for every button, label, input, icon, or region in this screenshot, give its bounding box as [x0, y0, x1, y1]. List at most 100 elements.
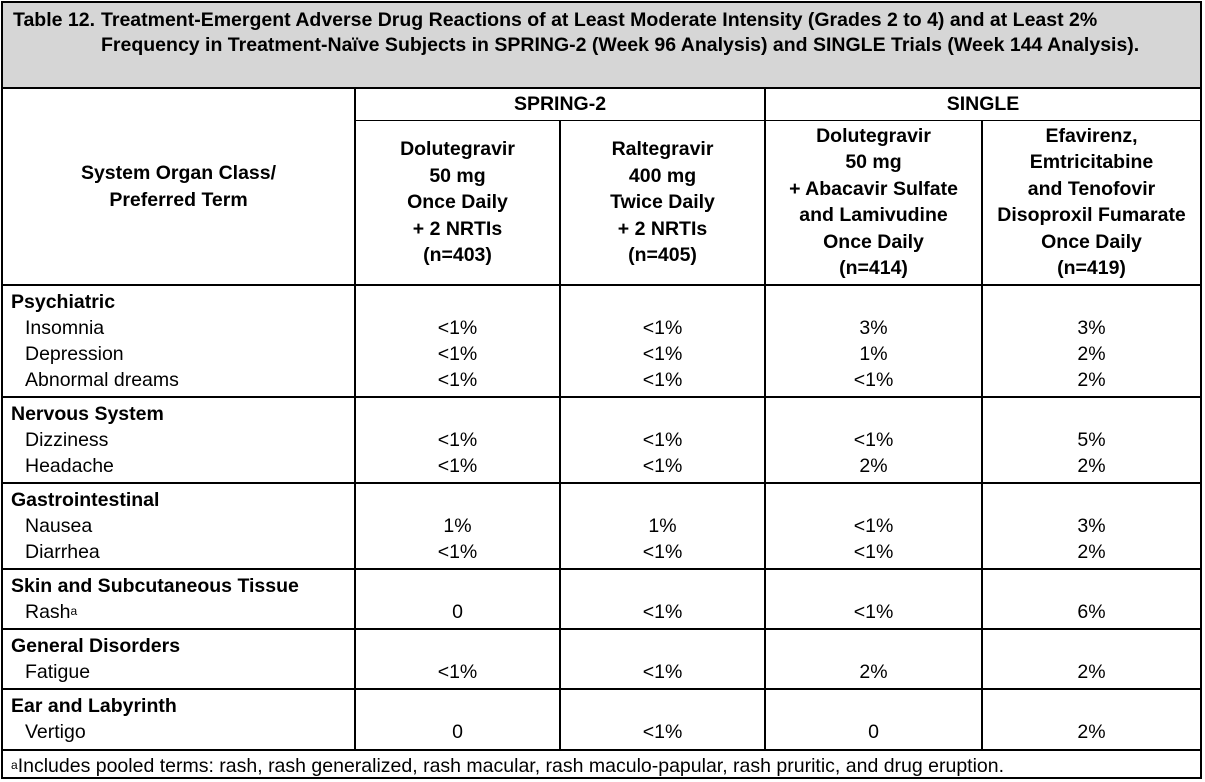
- column-header-line: Emtricitabine: [1029, 151, 1154, 174]
- value-cell: 2%: [981, 341, 1200, 367]
- value-cell: 1%: [764, 341, 983, 367]
- soc-title: General Disorders: [3, 628, 355, 659]
- column-header-line: Disoproxil Fumarate: [997, 204, 1186, 227]
- table-label: Table 12.: [13, 9, 96, 31]
- footnote-marker: a: [70, 604, 78, 618]
- column-header-line: (n=419): [1057, 257, 1126, 280]
- column-header-line: Dolutegravir: [400, 138, 515, 160]
- value-cell: 3%: [764, 315, 983, 341]
- table-title: Treatment-Emergent Adverse Drug Reaction…: [101, 9, 1140, 56]
- soc-title: Nervous System: [3, 396, 355, 427]
- preferred-term: Diarrhea: [25, 541, 100, 563]
- value-cell: 2%: [764, 659, 983, 689]
- value-cell: <1%: [558, 315, 766, 341]
- soc-title: Ear and Labyrinth: [3, 688, 355, 719]
- column-header-line: 50 mg: [429, 164, 486, 187]
- value-cell: 3%: [981, 513, 1200, 539]
- column-header-line: Once Daily: [1041, 230, 1142, 253]
- preferred-term: Vertigo: [25, 721, 86, 743]
- value-cell: <1%: [558, 453, 766, 483]
- preferred-term: Dizziness: [25, 429, 109, 451]
- section-skin-subcutaneous: Skin and Subcutaneous Tissue Rasha 0 <1%…: [3, 568, 1200, 629]
- table-row: Vertigo 0 <1% 0 2%: [3, 719, 1200, 749]
- row-header-cell: System Organ Class/ Preferred Term: [3, 89, 355, 286]
- soc-title: Gastrointestinal: [3, 482, 355, 513]
- column-header-line: 50 mg: [845, 151, 902, 174]
- table-row: Dizziness <1% <1% <1% 5%: [3, 427, 1200, 453]
- value-cell: <1%: [764, 427, 983, 453]
- preferred-term: Nausea: [25, 515, 93, 537]
- column-header-line: Once Daily: [823, 230, 924, 253]
- table-row: Insomnia <1% <1% 3% 3%: [3, 315, 1200, 341]
- value-cell: 2%: [981, 539, 1200, 569]
- value-cell: <1%: [558, 427, 766, 453]
- column-header-line: + 2 NRTIs: [412, 217, 503, 240]
- table-row: Fatigue <1% <1% 2% 2%: [3, 659, 1200, 689]
- table-footnote: aIncludes pooled terms: rash, rash gener…: [3, 749, 1200, 780]
- value-cell: <1%: [354, 315, 560, 341]
- value-cell: 3%: [981, 315, 1200, 341]
- table-row: Diarrhea <1% <1% <1% 2%: [3, 539, 1200, 569]
- value-cell: 2%: [764, 453, 983, 483]
- value-cell: <1%: [558, 341, 766, 367]
- value-cell: <1%: [764, 599, 983, 629]
- preferred-term: Depression: [25, 343, 124, 365]
- value-cell: 1%: [558, 513, 766, 539]
- column-header-line: and Tenofovir: [1027, 177, 1156, 200]
- value-cell: 0: [354, 599, 560, 629]
- value-cell: 2%: [981, 367, 1200, 397]
- column-header-dolutegravir-single: Dolutegravir 50 mg + Abacavir Sulfate an…: [764, 120, 983, 286]
- footnote-text: Includes pooled terms: rash, rash genera…: [17, 755, 1005, 777]
- section-nervous-system: Nervous System Dizziness <1% <1% <1% 5% …: [3, 396, 1200, 483]
- value-cell: <1%: [354, 539, 560, 569]
- column-header-line: Raltegravir: [611, 138, 714, 160]
- preferred-term: Headache: [25, 455, 114, 477]
- value-cell: <1%: [558, 719, 766, 749]
- value-cell: 0: [764, 719, 983, 749]
- value-cell: <1%: [354, 659, 560, 689]
- group-header-single: SINGLE: [764, 89, 1200, 121]
- section-gastrointestinal: Gastrointestinal Nausea 1% 1% <1% 3% Dia…: [3, 482, 1200, 569]
- column-header-line: Efavirenz,: [1045, 124, 1138, 147]
- row-header-line: System Organ Class/: [80, 162, 277, 184]
- row-header-line: Preferred Term: [109, 188, 248, 211]
- table-row: Rasha 0 <1% <1% 6%: [3, 599, 1200, 629]
- preferred-term: Insomnia: [25, 317, 105, 339]
- value-cell: <1%: [354, 427, 560, 453]
- value-cell: 2%: [981, 719, 1200, 749]
- column-header-line: Once Daily: [407, 191, 508, 213]
- preferred-term-text: Rash: [25, 601, 71, 623]
- table-row: Abnormal dreams <1% <1% <1% 2%: [3, 367, 1200, 397]
- soc-title: Skin and Subcutaneous Tissue: [3, 568, 355, 599]
- value-cell: <1%: [764, 539, 983, 569]
- preferred-term: Rasha: [3, 599, 355, 629]
- column-header-line: (n=403): [423, 244, 492, 266]
- value-cell: 0: [354, 719, 560, 749]
- column-header-line: Twice Daily: [610, 191, 715, 213]
- value-cell: <1%: [558, 539, 766, 569]
- value-cell: <1%: [764, 367, 983, 397]
- preferred-term: Abnormal dreams: [25, 369, 179, 391]
- value-cell: 1%: [354, 513, 560, 539]
- value-cell: <1%: [354, 341, 560, 367]
- table-title-bar: Table 12. Treatment-Emergent Adverse Dru…: [3, 3, 1200, 89]
- value-cell: 2%: [981, 453, 1200, 483]
- column-header-dolutegravir-spring2: Dolutegravir 50 mg Once Daily + 2 NRTIs …: [354, 120, 560, 286]
- footnote-marker: a: [11, 758, 18, 772]
- soc-title: Psychiatric: [11, 290, 116, 313]
- value-cell: <1%: [354, 453, 560, 483]
- value-cell: <1%: [764, 513, 983, 539]
- group-header-spring2: SPRING-2: [353, 89, 766, 121]
- value-cell: <1%: [558, 659, 766, 689]
- value-cell: 2%: [981, 659, 1200, 689]
- adverse-reactions-table: System Organ Class/ Preferred Term SPRIN…: [3, 89, 1200, 749]
- column-header-line: (n=414): [839, 257, 908, 280]
- table-row: Depression <1% <1% 1% 2%: [3, 341, 1200, 367]
- value-cell: <1%: [558, 599, 766, 629]
- column-header-line: Dolutegravir: [816, 124, 931, 147]
- column-header-efavirenz: Efavirenz, Emtricitabine and Tenofovir D…: [981, 120, 1200, 286]
- table-row: Nausea 1% 1% <1% 3%: [3, 513, 1200, 539]
- section-psychiatric: Psychiatric Insomnia <1% <1% 3% 3% Depre…: [3, 285, 1200, 397]
- column-header-line: + Abacavir Sulfate: [789, 177, 958, 200]
